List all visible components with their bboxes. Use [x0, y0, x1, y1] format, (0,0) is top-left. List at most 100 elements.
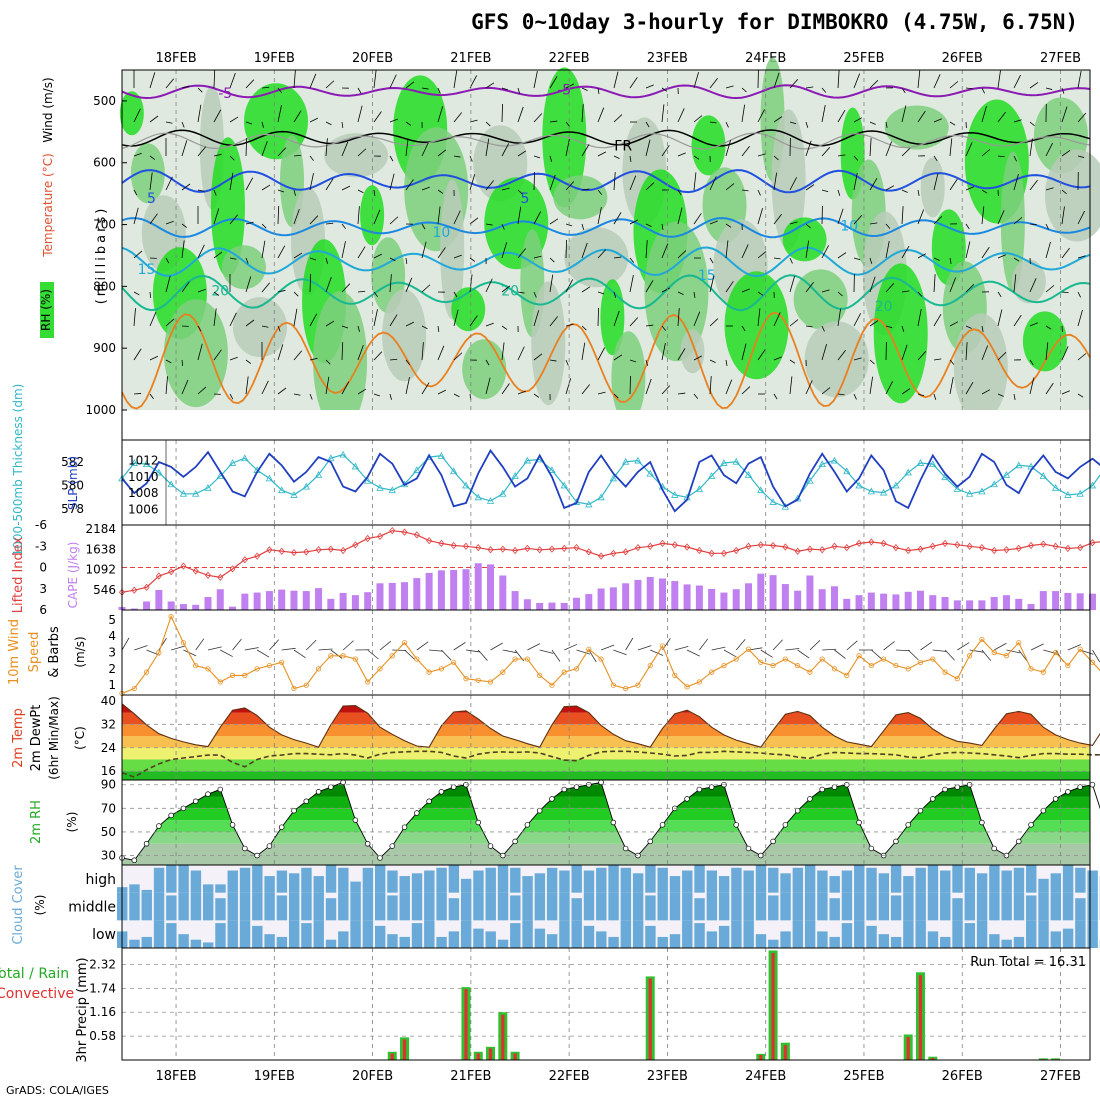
wind10m-point [475, 677, 481, 683]
wind10m-point [770, 662, 776, 669]
cloud-bar-middle [399, 892, 410, 921]
precip-convective-bar [464, 989, 468, 1060]
cape-bar [978, 600, 986, 610]
lifted-index-point [942, 539, 949, 548]
wind-barb [325, 257, 328, 264]
wind-barb [1045, 87, 1053, 90]
wind-barb [1061, 150, 1071, 157]
rh-band [122, 820, 1090, 832]
wind-barb [741, 244, 749, 259]
wind-barb [245, 177, 254, 191]
thickness-point [142, 460, 151, 468]
wind-barb [853, 257, 861, 261]
cloud-bar-middle [829, 898, 840, 921]
wind-barb [693, 213, 702, 225]
contour-label: 15 [138, 262, 156, 278]
cloud-bar-high [780, 873, 791, 893]
wind10m-point [635, 682, 641, 688]
wind-barb [629, 376, 631, 395]
rh-point [192, 798, 199, 804]
cloud-bar-high [325, 865, 337, 893]
rh-band [122, 796, 1090, 809]
date-label-bottom: 27FEB [1040, 1069, 1081, 1084]
cloud-bar-high [927, 865, 939, 893]
wind-barb [325, 121, 332, 126]
wind-barb [661, 287, 671, 293]
wind-barb [837, 252, 847, 259]
wind-barb [181, 85, 190, 89]
rh-point [401, 824, 408, 830]
wind10m-point [733, 656, 739, 662]
lifted-index-point [978, 544, 985, 552]
rh-point [893, 838, 899, 845]
rh-point [143, 840, 150, 847]
wind-barb [853, 357, 862, 361]
cloud-bar-high [964, 867, 976, 893]
cloud-bar-high [657, 867, 668, 893]
wind10m-point [881, 656, 887, 662]
cloud-side-label: Cloud Cover [11, 865, 26, 945]
run-total-label: Run Total = 16.31 [970, 955, 1086, 970]
wind-barb [757, 349, 766, 361]
wind-barb [1061, 247, 1070, 259]
thickness-slp-panel: 578 580 582 1006 1008 1010 1012 1000-500mb Thic… [11, 384, 1100, 556]
wind-barb [773, 393, 778, 400]
wind-barb [741, 189, 749, 192]
wind-barb [949, 178, 958, 191]
cape-bar [278, 589, 286, 610]
cloud-bar-low [546, 934, 558, 948]
wind-barb [821, 245, 829, 259]
wind10m-point [193, 662, 199, 669]
minmax-side-label: (6hr Min/Max) [47, 696, 61, 780]
wind-barb [1013, 393, 1016, 400]
precip-convective-bar [476, 1053, 480, 1060]
wind-barb [341, 121, 344, 128]
slp-tick-label: 1008 [128, 486, 159, 500]
wind10m-point [266, 662, 273, 669]
cloud-bar-low [362, 920, 374, 948]
lifted-index-point [462, 542, 469, 550]
wind-barb [485, 377, 491, 395]
wind-barb [517, 206, 522, 225]
cape-bar [573, 597, 581, 610]
wind-barb [885, 121, 888, 128]
cloud-bar-high [510, 867, 521, 893]
wind-barb [725, 379, 733, 395]
wind-barb [565, 240, 567, 259]
cloud-bar-low [485, 931, 496, 948]
wind-barb [133, 207, 139, 225]
thickness-point [450, 467, 458, 475]
contour-label: 10 [432, 225, 450, 241]
lifted-tick-label: 0 [39, 561, 47, 575]
thickness-point [732, 457, 740, 465]
wind-barb [1061, 291, 1069, 294]
wind10m-barb [1018, 649, 1028, 662]
wind-barb [645, 378, 652, 395]
wind-barb [1045, 285, 1055, 293]
wind-barb [437, 87, 441, 94]
cloud-bar-middle [976, 892, 988, 921]
rh-region [804, 321, 869, 398]
cloud-bar-middle [350, 892, 361, 921]
wind-barb [741, 87, 747, 93]
rh-region [324, 133, 389, 178]
cloud-bar-high [362, 867, 374, 893]
wind-barb [485, 180, 494, 191]
wind10m-point [967, 653, 973, 659]
wind-barb [949, 376, 954, 395]
rh-point [549, 796, 555, 802]
thickness-point [241, 454, 249, 462]
lifted-index-point [1064, 544, 1071, 552]
wind10m-barb [293, 649, 306, 659]
wind-barb [357, 325, 360, 332]
wind-barb [613, 172, 616, 191]
wind10m-point [1065, 662, 1071, 669]
wind-barb [277, 189, 285, 193]
wind10m-point [930, 656, 936, 662]
cloud-bar-low [989, 934, 1000, 948]
wind-barb [181, 240, 185, 259]
wind-barb [821, 104, 826, 123]
rh-point [278, 824, 285, 830]
cloud-bar-middle [632, 892, 644, 921]
wind-barb [949, 138, 953, 157]
